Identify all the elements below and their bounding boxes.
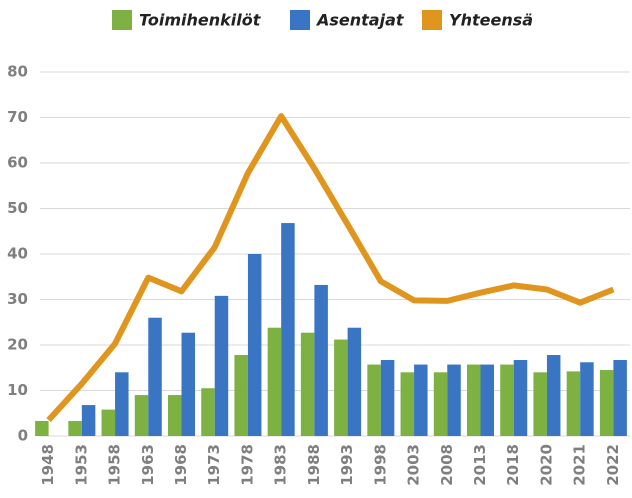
bar — [546, 355, 561, 436]
bar — [148, 317, 162, 436]
x-tick-label: 1953 — [72, 444, 90, 486]
x-tick-label: 1958 — [106, 444, 124, 486]
bar — [115, 372, 129, 436]
bar — [281, 223, 295, 436]
bar — [267, 327, 282, 436]
x-tick-label: 1973 — [205, 444, 223, 486]
y-tick-label: 20 — [7, 336, 28, 354]
x-tick-label: 2003 — [405, 444, 423, 486]
bar — [367, 364, 381, 436]
y-tick-label: 0 — [18, 427, 28, 445]
bar — [533, 372, 547, 436]
bar — [599, 370, 614, 436]
bar — [201, 388, 215, 436]
bar — [380, 360, 395, 436]
bar — [447, 364, 461, 436]
x-tick-label: 2013 — [471, 444, 489, 486]
x-tick-label: 1988 — [305, 444, 323, 486]
bar — [35, 420, 49, 436]
bar — [247, 254, 262, 436]
bar — [433, 372, 448, 436]
line — [46, 113, 615, 423]
y-tick-label: 40 — [7, 245, 28, 263]
bar — [234, 355, 248, 436]
legend-label: Yhteensä — [449, 11, 533, 30]
bar — [513, 360, 528, 436]
y-tick-label: 60 — [7, 154, 28, 172]
x-tick-label: 1993 — [338, 444, 356, 486]
bar — [613, 360, 627, 436]
bar — [400, 372, 415, 436]
x-tick-label: 1983 — [272, 444, 290, 486]
x-tick-label: 2021 — [571, 444, 589, 486]
bar — [300, 332, 315, 436]
bar — [81, 405, 96, 436]
x-tick-label: 2018 — [504, 444, 522, 486]
legend-swatch — [290, 10, 310, 30]
legend-label: Asentajat — [315, 11, 405, 30]
x-tick-label: 2022 — [604, 444, 622, 486]
y-tick-label: 70 — [7, 108, 28, 126]
bar — [101, 409, 116, 436]
bar — [347, 327, 362, 436]
x-tick-label: 2008 — [438, 444, 456, 486]
bar — [467, 364, 481, 436]
x-tick-label: 2020 — [537, 444, 555, 486]
bar — [414, 364, 428, 436]
bar — [181, 332, 195, 436]
x-tick-label: 1963 — [139, 444, 157, 486]
bar — [480, 364, 494, 436]
y-tick-label: 30 — [7, 290, 28, 308]
bar — [580, 362, 594, 436]
bar — [334, 339, 348, 436]
bar — [214, 295, 229, 436]
bar — [500, 364, 514, 436]
bar — [566, 371, 581, 436]
y-tick-label: 80 — [7, 63, 28, 81]
x-tick-label: 1948 — [39, 444, 57, 486]
bar — [168, 395, 182, 436]
x-tick-label: 1978 — [238, 444, 256, 486]
legend-label: Toimihenkilöt — [139, 11, 262, 30]
bar — [134, 395, 149, 436]
y-tick-label: 50 — [7, 199, 28, 217]
x-tick-label: 1998 — [371, 444, 389, 486]
y-tick-label: 10 — [7, 381, 28, 399]
legend-swatch — [422, 10, 442, 30]
legend-swatch — [112, 10, 132, 30]
bar — [314, 284, 328, 436]
bar — [68, 420, 82, 436]
x-tick-label: 1968 — [172, 444, 190, 486]
